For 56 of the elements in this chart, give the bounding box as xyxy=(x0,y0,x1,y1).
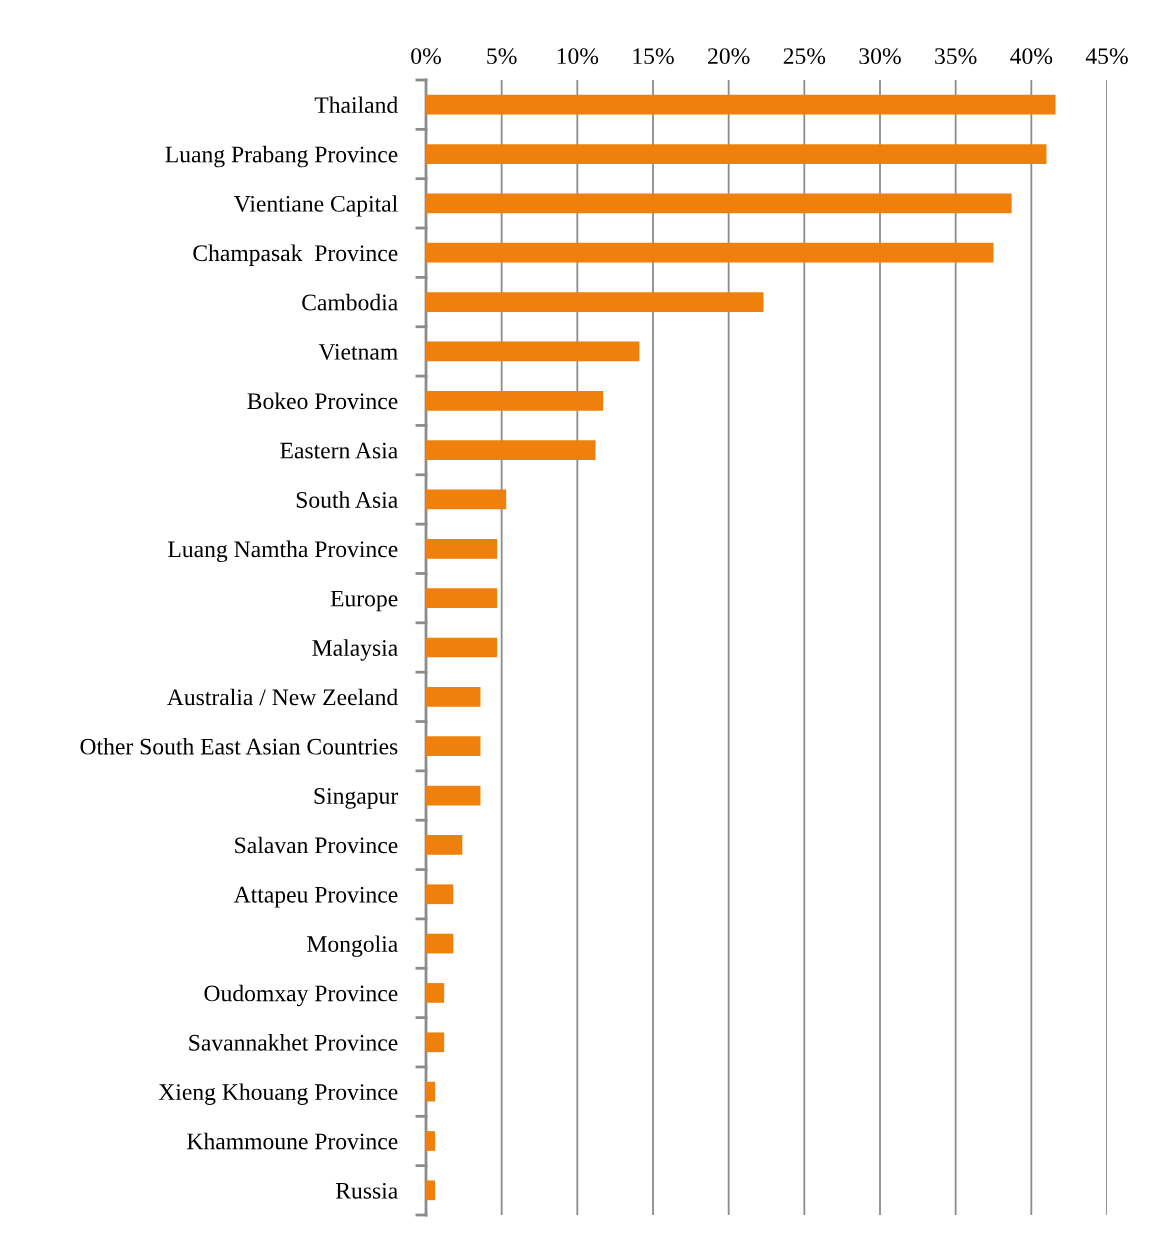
bar xyxy=(426,538,498,559)
y-tick-label: Europe xyxy=(330,590,398,612)
x-tick-label: 40% xyxy=(1010,48,1053,65)
y-tick-label: Australia / New Zeeland xyxy=(167,688,398,706)
bar xyxy=(426,983,445,1003)
y-tick-label: Bokeo Province xyxy=(247,392,398,410)
bar xyxy=(426,341,640,362)
bar xyxy=(426,588,498,609)
y-tick-label: Malaysia xyxy=(312,639,398,661)
y-tick-label: Attapeu Province xyxy=(233,886,398,908)
y-tick-label: Luang Prabang Province xyxy=(165,145,398,168)
bar xyxy=(426,1180,436,1201)
bar xyxy=(426,1032,445,1053)
bar xyxy=(426,94,1056,115)
x-tick-label: 15% xyxy=(633,48,674,65)
bar xyxy=(426,292,764,312)
bar xyxy=(426,193,1012,214)
bar xyxy=(426,242,994,263)
bar xyxy=(426,884,454,905)
y-tick-label: South Asia xyxy=(296,491,398,508)
x-tick-label: 45% xyxy=(1085,48,1128,65)
y-tick-label: Vietnam xyxy=(318,343,398,360)
x-tick-label: 35% xyxy=(935,48,977,65)
y-tick-label: Mongolia xyxy=(307,935,398,957)
y-tick-label: Other South East Asian Countries xyxy=(80,738,398,755)
bar xyxy=(426,440,596,460)
y-tick-label: Thailand xyxy=(314,96,398,114)
y-tick-label: Cambodia xyxy=(302,293,398,311)
y-tick-label: Eastern Asia xyxy=(280,442,398,459)
x-tick-label: 5% xyxy=(487,48,517,65)
bar xyxy=(426,489,507,510)
bar xyxy=(426,686,481,707)
bar xyxy=(426,835,463,855)
x-tick-label: 30% xyxy=(859,48,901,65)
bar xyxy=(426,1081,436,1102)
y-tick-label: Oudomxay Province xyxy=(204,984,398,1007)
bar xyxy=(426,144,1047,164)
x-tick-label: 0% xyxy=(411,48,441,65)
bar xyxy=(426,785,481,806)
bar xyxy=(426,933,454,954)
y-tick-label: Champasak Province xyxy=(193,244,398,266)
bar xyxy=(426,637,498,658)
y-tick-label: Khammoune Province xyxy=(187,1132,398,1150)
y-tick-label: Luang Namtha Province xyxy=(168,540,398,563)
y-tick-label: Singapur xyxy=(314,788,399,809)
bar xyxy=(426,1131,436,1151)
bar xyxy=(426,736,481,757)
x-tick-label: 25% xyxy=(783,48,826,65)
y-tick-label: Xieng Khouang Province xyxy=(158,1083,398,1105)
y-tick-label: Savannakhet Province xyxy=(189,1034,398,1051)
y-tick-label: Salavan Province xyxy=(235,836,398,854)
bar xyxy=(426,390,604,411)
x-tick-label: 10% xyxy=(557,48,599,65)
y-tick-label: Russia xyxy=(335,1182,398,1199)
y-tick-label: Vientiane Capital xyxy=(234,195,398,217)
x-tick-label: 20% xyxy=(708,48,750,65)
